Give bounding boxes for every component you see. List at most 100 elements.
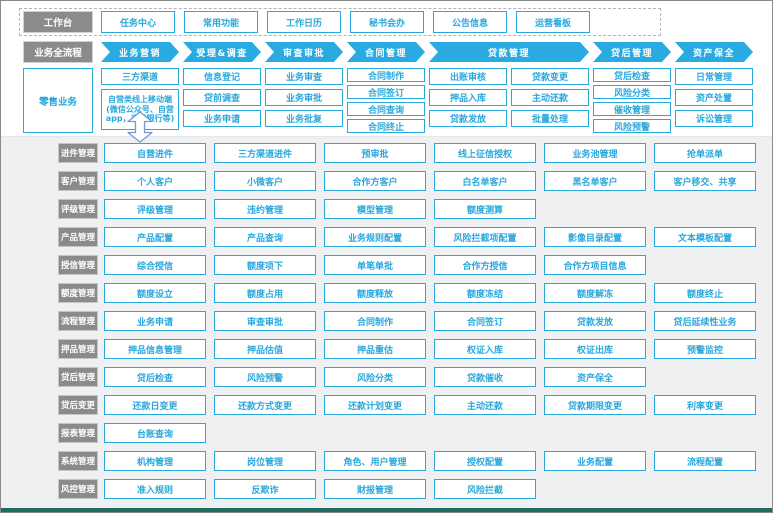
process-stage: 业务营销 [101, 42, 179, 62]
retail-item: 业务批复 [265, 110, 343, 127]
module-item: 额度设立 [104, 283, 206, 303]
module-item: 流程配置 [654, 451, 756, 471]
module-row: 授信管理 综合授信 额度项下 单笔单批 合作方授信 合作方项目信息 [58, 255, 772, 275]
module-item: 预警监控 [654, 339, 756, 359]
module-label: 报表管理 [58, 423, 98, 443]
module-item: 业务配置 [544, 451, 646, 471]
modules-panel: 进件管理 自营进件 三方渠道进件 预审批 线上征信授权 业务池管理 抢单派单 客户管理 个人客户… [1, 136, 772, 512]
module-item: 产品查询 [214, 227, 316, 247]
workbench-item: 任务中心 [101, 11, 175, 33]
workbench-items: 任务中心 常用功能 工作日历 秘书会办 公告信息 运营看板 [101, 11, 590, 33]
retail-column: 业务审查业务审批业务批复 [265, 68, 343, 127]
module-item: 预审批 [324, 143, 426, 163]
module-item: 准入规则 [104, 479, 206, 499]
module-item: 三方渠道进件 [214, 143, 316, 163]
module-item: 影像目录配置 [544, 227, 646, 247]
module-items: 综合授信 额度项下 单笔单批 合作方授信 合作方项目信息 [104, 255, 756, 275]
module-item: 小微客户 [214, 171, 316, 191]
module-item: 财报管理 [324, 479, 426, 499]
module-row: 额度管理 额度设立 额度占用 额度释放 额度冻结 额度解冻 额度终止 [58, 283, 772, 303]
module-item: 押品信息管理 [104, 339, 206, 359]
module-row: 评级管理 评级管理 违约管理 模型管理 额度测算 [58, 199, 772, 219]
workbench-label: 工作台 [23, 11, 93, 33]
module-item: 贷款期限变更 [544, 395, 646, 415]
module-item: 合同制作 [324, 311, 426, 331]
retail-item: 出账审核 [429, 68, 507, 85]
module-item: 白名单客户 [434, 171, 536, 191]
retail-item: 押品入库 [429, 89, 507, 106]
module-item: 贷款发放 [544, 311, 646, 331]
module-row: 风控管理 准入规则 反欺诈 财报管理 风险拦截 [58, 479, 772, 499]
module-item: 合作方授信 [434, 255, 536, 275]
retail-section: 零售业务 三方渠道自营类线上移动端(微信公众号、自营app，手机银行等)信息登记… [23, 68, 772, 133]
module-item: 角色、用户管理 [324, 451, 426, 471]
retail-item: 贷前调查 [183, 89, 261, 106]
workbench-item: 公告信息 [433, 11, 507, 33]
module-item: 业务池管理 [544, 143, 646, 163]
module-item: 评级管理 [104, 199, 206, 219]
process-row: 业务全流程 业务营销 受理&调查 审查审批 合同管理 贷款管理 贷后管理 资产保全 [23, 41, 772, 63]
workbench-item: 工作日历 [267, 11, 341, 33]
module-item: 合作方客户 [324, 171, 426, 191]
retail-item: 业务审查 [265, 68, 343, 85]
module-label: 贷后变更 [58, 395, 98, 415]
retail-item: 贷后检查 [593, 68, 671, 82]
module-item: 利率变更 [654, 395, 756, 415]
module-label: 客户管理 [58, 171, 98, 191]
module-items: 额度设立 额度占用 额度释放 额度冻结 额度解冻 额度终止 [104, 283, 756, 303]
module-item: 额度释放 [324, 283, 426, 303]
module-label: 系统管理 [58, 451, 98, 471]
module-item: 机构管理 [104, 451, 206, 471]
module-item: 合作方项目信息 [544, 255, 646, 275]
module-item: 权证出库 [544, 339, 646, 359]
module-items: 业务申请 审查审批 合同制作 合同签订 贷款发放 贷后延续性业务 [104, 311, 756, 331]
module-item: 自营进件 [104, 143, 206, 163]
workbench-item: 运营看板 [516, 11, 590, 33]
module-item: 风险预警 [214, 367, 316, 387]
module-item: 额度解冻 [544, 283, 646, 303]
module-item: 合同签订 [434, 311, 536, 331]
module-items: 产品配置 产品查询 业务规则配置 风险拦截项配置 影像目录配置 文本模板配置 [104, 227, 756, 247]
retail-item: 业务审批 [265, 89, 343, 106]
process-stage: 审查审批 [265, 42, 343, 62]
module-item: 综合授信 [104, 255, 206, 275]
module-item: 还款计划变更 [324, 395, 426, 415]
module-items: 机构管理 岗位管理 角色、用户管理 授权配置 业务配置 流程配置 [104, 451, 756, 471]
module-row: 报表管理 台账查询 [58, 423, 772, 443]
module-item: 主动还款 [434, 395, 536, 415]
module-item: 单笔单批 [324, 255, 426, 275]
module-row: 产品管理 产品配置 产品查询 业务规则配置 风险拦截项配置 影像目录配置 文本模板配置 [58, 227, 772, 247]
module-label: 押品管理 [58, 339, 98, 359]
module-item: 风险分类 [324, 367, 426, 387]
module-item: 反欺诈 [214, 479, 316, 499]
module-item: 额度终止 [654, 283, 756, 303]
retail-column: 合同制作 合同签订 合同查询 合同终止 [347, 68, 425, 133]
module-item: 额度冻结 [434, 283, 536, 303]
process-stage: 贷后管理 [593, 42, 671, 62]
workbench-row: 工作台 任务中心 常用功能 工作日历 秘书会办 公告信息 运营看板 [19, 8, 661, 36]
module-items: 评级管理 违约管理 模型管理 额度测算 [104, 199, 756, 219]
module-items: 贷后检查 风险预警 风险分类 贷款催收 资产保全 [104, 367, 756, 387]
retail-item: 信息登记 [183, 68, 261, 85]
retail-column: 出账审核 押品入库 贷款发放 [429, 68, 507, 127]
module-item: 线上征信授权 [434, 143, 536, 163]
process-stage: 受理&调查 [183, 42, 261, 62]
module-item: 贷后延续性业务 [654, 311, 756, 331]
module-item: 风险拦截项配置 [434, 227, 536, 247]
module-item: 押品重估 [324, 339, 426, 359]
retail-item: 风险预警 [593, 119, 671, 133]
module-label: 流程管理 [58, 311, 98, 331]
module-label: 额度管理 [58, 283, 98, 303]
retail-item: 主动还款 [511, 89, 589, 106]
module-items: 自营进件 三方渠道进件 预审批 线上征信授权 业务池管理 抢单派单 [104, 143, 756, 163]
module-row: 押品管理 押品信息管理 押品估值 押品重估 权证入库 权证出库 预警监控 [58, 339, 772, 359]
module-label: 贷后管理 [58, 367, 98, 387]
module-item: 抢单派单 [654, 143, 756, 163]
retail-item: 催收管理 [593, 102, 671, 116]
module-row: 进件管理 自营进件 三方渠道进件 预审批 线上征信授权 业务池管理 抢单派单 [58, 143, 772, 163]
process-stage: 贷款管理 [429, 42, 589, 62]
module-item: 业务规则配置 [324, 227, 426, 247]
retail-item: 风险分类 [593, 85, 671, 99]
retail-item: 诉讼管理 [675, 110, 753, 127]
